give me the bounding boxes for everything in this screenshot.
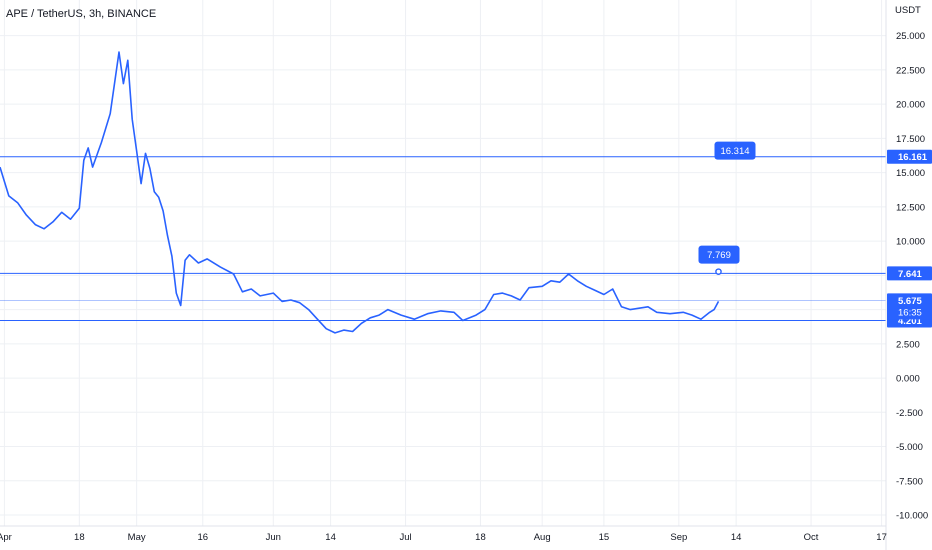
y-tick-label: 12.500: [896, 202, 925, 213]
x-tick-label: 18: [74, 532, 85, 543]
level-price-label-bg: [887, 266, 932, 281]
x-tick-label: 17: [876, 532, 887, 543]
price-series: [0, 51, 720, 334]
x-tick-label: Sep: [670, 532, 687, 543]
grid: [0, 0, 886, 526]
y-tick-label: 15.000: [896, 168, 925, 179]
annotation-label: 7.769: [707, 250, 731, 261]
x-tick-label: Oct: [804, 532, 819, 543]
level-price-label: 4.201: [898, 316, 922, 327]
x-tick-label: 14: [731, 532, 742, 543]
time-axis[interactable]: Apr 18 May 16 Jun 14 Jul 18 Aug 15 Sep 14 Oct 17: [0, 532, 887, 543]
y-tick-label: 25.000: [896, 31, 925, 42]
y-tick-label: 22.500: [896, 65, 925, 76]
price-line: [0, 51, 720, 334]
symbol-legend[interactable]: APE / TetherUS, 3h, BINANCE: [6, 8, 157, 20]
y-tick-label: 0.000: [896, 374, 920, 385]
y-tick-label: -5.000: [896, 442, 923, 453]
x-tick-label: 16: [197, 532, 208, 543]
last-price-bg: [887, 293, 932, 320]
x-tick-label: Jul: [399, 532, 411, 543]
y-tick-label: -2.500: [896, 408, 923, 419]
horizontal-lines: [0, 156, 886, 322]
y-tick-label: 20.000: [896, 100, 925, 111]
y-tick-label: -10.000: [896, 511, 928, 522]
x-tick-label: Aug: [534, 532, 551, 543]
y-tick-label: 17.500: [896, 134, 925, 145]
countdown-label: 16:35: [898, 307, 922, 318]
level-price-label: 16.161: [898, 152, 928, 163]
annotation-label: 16.314: [720, 146, 749, 157]
last-price-label: 5.675: [898, 296, 922, 307]
y-tick-label: 2.500: [896, 339, 920, 350]
x-tick-label: Apr: [0, 532, 12, 543]
y-tick-label: -7.500: [896, 476, 923, 487]
annotation-bg: [698, 245, 740, 264]
level-price-label: 7.641: [898, 269, 922, 280]
annotation-point: [715, 268, 722, 275]
x-tick-label: 15: [599, 532, 610, 543]
annotations: 16.314 7.769: [698, 141, 756, 275]
x-tick-label: Jun: [266, 532, 281, 543]
x-tick-label: May: [128, 532, 146, 543]
y-tick-label: 10.000: [896, 237, 925, 248]
price-axis[interactable]: 25.000 22.500 20.000 17.500 15.000 12.500 10.0…: [896, 31, 928, 521]
annotation-bg: [714, 141, 756, 160]
x-tick-label: 14: [325, 532, 336, 543]
level-price-label-bg: [887, 149, 932, 164]
price-unit-label: USDT: [895, 5, 921, 16]
x-tick-label: 18: [475, 532, 486, 543]
